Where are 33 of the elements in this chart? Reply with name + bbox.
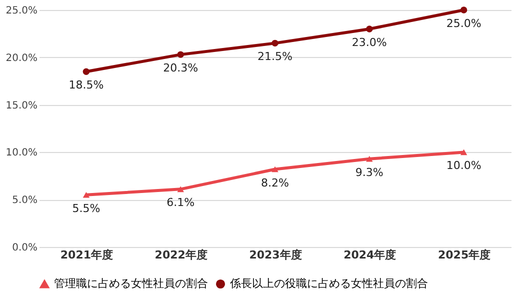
data-label: 21.5% xyxy=(258,50,292,64)
point xyxy=(82,68,90,75)
point xyxy=(177,186,184,192)
data-label: 9.3% xyxy=(355,166,384,179)
data-label: 20.3% xyxy=(163,62,198,75)
point xyxy=(366,156,373,162)
legend-label: 管理職に占める女性社員の割合 xyxy=(54,277,208,290)
data-label: 6.1% xyxy=(166,196,195,210)
point xyxy=(272,40,278,47)
x-tick-label: 2021年度 xyxy=(60,248,114,262)
y-tick-label: 5.0% xyxy=(12,195,38,206)
point xyxy=(460,149,468,156)
data-label: 25.0% xyxy=(446,17,482,30)
point xyxy=(460,6,468,14)
x-tick-label: 2023年度 xyxy=(249,248,302,262)
y-tick-label: 25.0% xyxy=(6,6,38,16)
legend-label: 係長以上の役職に占める女性社員の割合 xyxy=(230,276,428,290)
point xyxy=(177,51,184,58)
point xyxy=(272,166,278,172)
y-tick-label: 0.0% xyxy=(12,242,38,254)
y-tick-label: 15.0% xyxy=(6,100,38,112)
point xyxy=(366,26,373,32)
data-label: 10.0% xyxy=(446,159,482,172)
y-tick-label: 20.0% xyxy=(6,52,38,64)
y-tick-label: 10.0% xyxy=(6,148,38,159)
data-label: 5.5% xyxy=(72,202,100,215)
x-tick-label: 2022年度 xyxy=(154,248,208,262)
data-label: 23.0% xyxy=(352,36,387,49)
x-tick-label: 2025年度 xyxy=(438,248,491,262)
point xyxy=(82,192,90,198)
data-label: 18.5% xyxy=(68,78,104,92)
x-tick-label: 2024年度 xyxy=(344,248,396,262)
data-label: 8.2% xyxy=(261,176,289,190)
